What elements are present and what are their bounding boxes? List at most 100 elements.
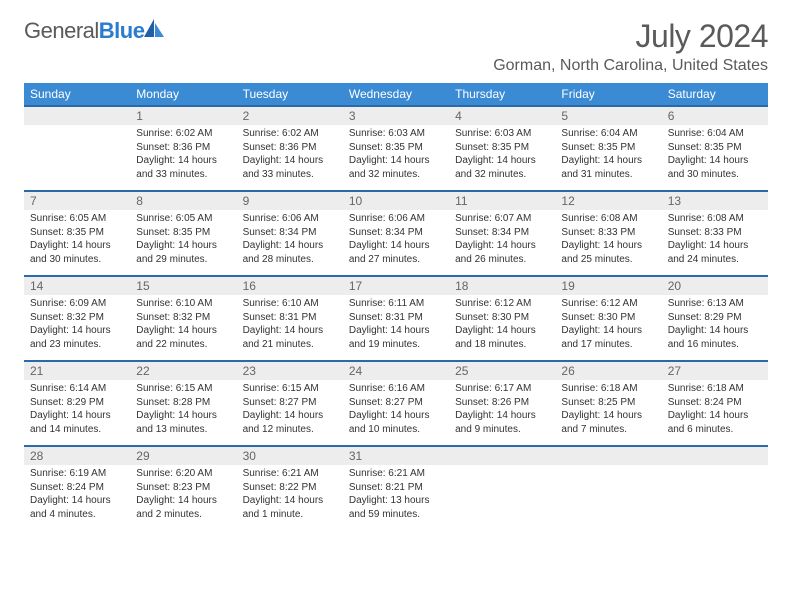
day-number-cell: 25 (449, 361, 555, 380)
day-number-cell: 6 (662, 106, 768, 125)
day-number-cell (24, 106, 130, 125)
sunrise-text: Sunrise: 6:05 AM (136, 212, 230, 226)
day-info-cell: Sunrise: 6:08 AMSunset: 8:33 PMDaylight:… (555, 210, 661, 276)
month-title: July 2024 (493, 18, 768, 55)
sunrise-text: Sunrise: 6:03 AM (349, 127, 443, 141)
weekday-header: Tuesday (237, 83, 343, 106)
day-info-cell: Sunrise: 6:15 AMSunset: 8:27 PMDaylight:… (237, 380, 343, 446)
day-info-cell (555, 465, 661, 531)
sunset-text: Sunset: 8:34 PM (349, 226, 443, 240)
sunset-text: Sunset: 8:29 PM (30, 396, 124, 410)
day-info-cell: Sunrise: 6:06 AMSunset: 8:34 PMDaylight:… (237, 210, 343, 276)
day-number-cell: 17 (343, 276, 449, 295)
calendar-table: Sunday Monday Tuesday Wednesday Thursday… (24, 83, 768, 531)
day-info-cell: Sunrise: 6:07 AMSunset: 8:34 PMDaylight:… (449, 210, 555, 276)
daylight-text: Daylight: 14 hours and 22 minutes. (136, 324, 230, 351)
day-info-cell: Sunrise: 6:02 AMSunset: 8:36 PMDaylight:… (130, 125, 236, 191)
day-number-cell: 12 (555, 191, 661, 210)
day-info-cell: Sunrise: 6:12 AMSunset: 8:30 PMDaylight:… (449, 295, 555, 361)
daylight-text: Daylight: 14 hours and 28 minutes. (243, 239, 337, 266)
day-number-cell: 23 (237, 361, 343, 380)
day-info-cell (449, 465, 555, 531)
daylight-text: Daylight: 14 hours and 33 minutes. (136, 154, 230, 181)
day-info-cell: Sunrise: 6:16 AMSunset: 8:27 PMDaylight:… (343, 380, 449, 446)
day-number-cell: 5 (555, 106, 661, 125)
day-info-cell: Sunrise: 6:19 AMSunset: 8:24 PMDaylight:… (24, 465, 130, 531)
page-header: GeneralBlue July 2024 Gorman, North Caro… (24, 18, 768, 75)
day-number-cell: 20 (662, 276, 768, 295)
daylight-text: Daylight: 14 hours and 30 minutes. (30, 239, 124, 266)
day-info-cell: Sunrise: 6:21 AMSunset: 8:21 PMDaylight:… (343, 465, 449, 531)
day-info-cell (662, 465, 768, 531)
sunrise-text: Sunrise: 6:08 AM (561, 212, 655, 226)
sunrise-text: Sunrise: 6:17 AM (455, 382, 549, 396)
day-info-cell: Sunrise: 6:18 AMSunset: 8:25 PMDaylight:… (555, 380, 661, 446)
day-info-cell: Sunrise: 6:03 AMSunset: 8:35 PMDaylight:… (343, 125, 449, 191)
daylight-text: Daylight: 14 hours and 30 minutes. (668, 154, 762, 181)
weekday-header: Monday (130, 83, 236, 106)
day-number-row: 123456 (24, 106, 768, 125)
sunrise-text: Sunrise: 6:20 AM (136, 467, 230, 481)
day-number-row: 21222324252627 (24, 361, 768, 380)
daylight-text: Daylight: 14 hours and 16 minutes. (668, 324, 762, 351)
logo-sail-icon (142, 17, 166, 39)
sunrise-text: Sunrise: 6:06 AM (349, 212, 443, 226)
day-number-cell: 28 (24, 446, 130, 465)
daylight-text: Daylight: 14 hours and 23 minutes. (30, 324, 124, 351)
day-number-cell: 4 (449, 106, 555, 125)
day-info-row: Sunrise: 6:14 AMSunset: 8:29 PMDaylight:… (24, 380, 768, 446)
day-number-cell: 13 (662, 191, 768, 210)
sunset-text: Sunset: 8:35 PM (455, 141, 549, 155)
sunrise-text: Sunrise: 6:12 AM (455, 297, 549, 311)
logo-part1: General (24, 18, 99, 43)
daylight-text: Daylight: 14 hours and 33 minutes. (243, 154, 337, 181)
daylight-text: Daylight: 14 hours and 12 minutes. (243, 409, 337, 436)
daylight-text: Daylight: 14 hours and 14 minutes. (30, 409, 124, 436)
day-info-cell: Sunrise: 6:04 AMSunset: 8:35 PMDaylight:… (662, 125, 768, 191)
sunset-text: Sunset: 8:28 PM (136, 396, 230, 410)
day-number-cell: 8 (130, 191, 236, 210)
day-number-cell (555, 446, 661, 465)
weekday-header: Sunday (24, 83, 130, 106)
day-info-cell: Sunrise: 6:13 AMSunset: 8:29 PMDaylight:… (662, 295, 768, 361)
sunrise-text: Sunrise: 6:02 AM (136, 127, 230, 141)
day-number-row: 14151617181920 (24, 276, 768, 295)
day-number-cell (449, 446, 555, 465)
daylight-text: Daylight: 14 hours and 7 minutes. (561, 409, 655, 436)
day-number-cell: 16 (237, 276, 343, 295)
sunset-text: Sunset: 8:27 PM (243, 396, 337, 410)
day-number-cell: 9 (237, 191, 343, 210)
sunset-text: Sunset: 8:22 PM (243, 481, 337, 495)
day-info-row: Sunrise: 6:09 AMSunset: 8:32 PMDaylight:… (24, 295, 768, 361)
daylight-text: Daylight: 14 hours and 18 minutes. (455, 324, 549, 351)
daylight-text: Daylight: 14 hours and 1 minute. (243, 494, 337, 521)
day-info-cell: Sunrise: 6:11 AMSunset: 8:31 PMDaylight:… (343, 295, 449, 361)
daylight-text: Daylight: 14 hours and 24 minutes. (668, 239, 762, 266)
daylight-text: Daylight: 14 hours and 29 minutes. (136, 239, 230, 266)
day-number-row: 28293031 (24, 446, 768, 465)
day-info-cell: Sunrise: 6:03 AMSunset: 8:35 PMDaylight:… (449, 125, 555, 191)
sunrise-text: Sunrise: 6:10 AM (243, 297, 337, 311)
day-number-cell: 18 (449, 276, 555, 295)
sunset-text: Sunset: 8:30 PM (561, 311, 655, 325)
day-info-cell: Sunrise: 6:09 AMSunset: 8:32 PMDaylight:… (24, 295, 130, 361)
day-info-cell: Sunrise: 6:14 AMSunset: 8:29 PMDaylight:… (24, 380, 130, 446)
sunset-text: Sunset: 8:24 PM (668, 396, 762, 410)
sunrise-text: Sunrise: 6:16 AM (349, 382, 443, 396)
daylight-text: Daylight: 14 hours and 6 minutes. (668, 409, 762, 436)
sunset-text: Sunset: 8:32 PM (136, 311, 230, 325)
calendar-body: 123456Sunrise: 6:02 AMSunset: 8:36 PMDay… (24, 106, 768, 531)
sunset-text: Sunset: 8:25 PM (561, 396, 655, 410)
sunrise-text: Sunrise: 6:04 AM (561, 127, 655, 141)
day-number-cell: 14 (24, 276, 130, 295)
day-info-cell: Sunrise: 6:05 AMSunset: 8:35 PMDaylight:… (24, 210, 130, 276)
day-number-cell: 26 (555, 361, 661, 380)
sunrise-text: Sunrise: 6:04 AM (668, 127, 762, 141)
daylight-text: Daylight: 13 hours and 59 minutes. (349, 494, 443, 521)
location-label: Gorman, North Carolina, United States (493, 57, 768, 75)
day-info-cell: Sunrise: 6:20 AMSunset: 8:23 PMDaylight:… (130, 465, 236, 531)
daylight-text: Daylight: 14 hours and 25 minutes. (561, 239, 655, 266)
daylight-text: Daylight: 14 hours and 21 minutes. (243, 324, 337, 351)
sunrise-text: Sunrise: 6:08 AM (668, 212, 762, 226)
day-number-cell (662, 446, 768, 465)
